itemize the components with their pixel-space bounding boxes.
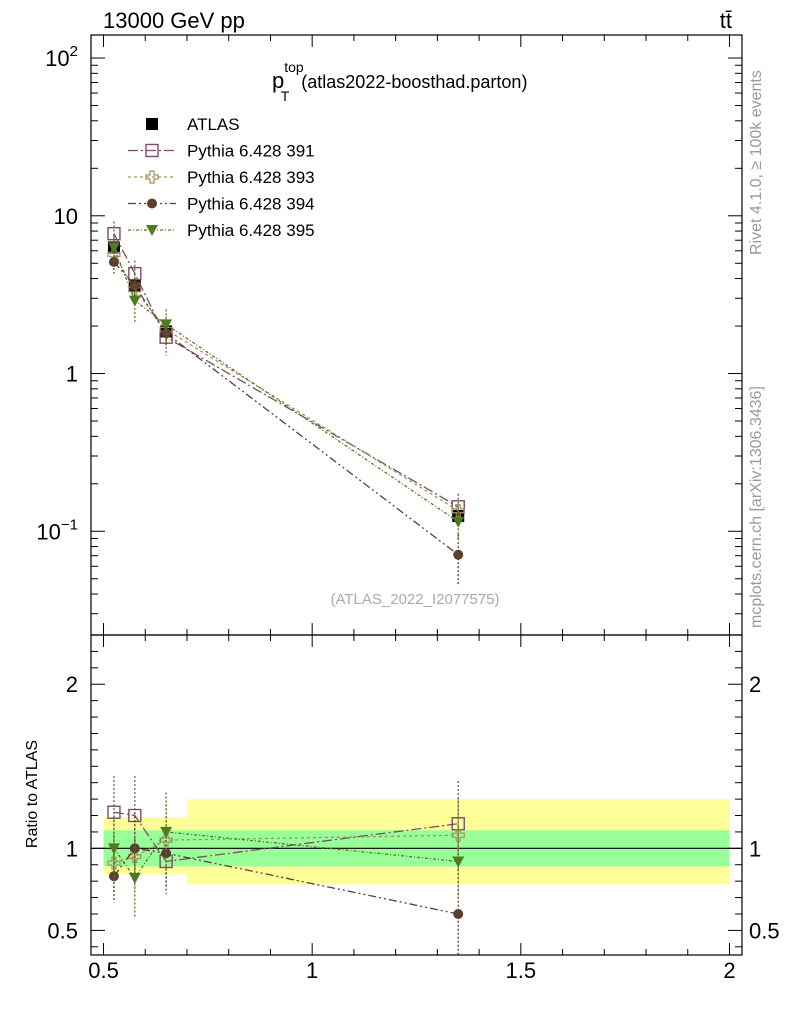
x-tick-label: 2 [723, 958, 735, 983]
legend-marker [145, 170, 159, 184]
y-tick-label-ratio-right: 2 [749, 672, 761, 697]
data-point-ratio [107, 856, 121, 870]
data-point-ratio [451, 828, 465, 842]
legend-label: Pythia 6.428 391 [187, 142, 315, 161]
data-point-ratio [453, 908, 464, 919]
data-point-ratio [452, 856, 465, 868]
title-sub: T [281, 88, 290, 104]
y-tick-label-main: 10−1 [36, 516, 78, 544]
axis-tick-labels: 0.5 1 1.5 2 102 10 1 10−1 2 2 1 1 0.5 0.5 [36, 43, 779, 983]
legend-marker [147, 198, 157, 209]
data-point-ratio [159, 833, 173, 847]
data-point-ratio [128, 849, 142, 864]
y-tick-label-main: 1 [66, 362, 78, 387]
series-4 [107, 235, 465, 918]
mcplots-label: mcplots.cern.ch [arXiv:1306.3436] [748, 386, 765, 628]
data-point-ratio [128, 872, 141, 884]
series-1 [107, 221, 465, 895]
data-point-main [161, 328, 172, 339]
ratio-panel-frame [90, 634, 743, 956]
data-point-ratio [107, 843, 120, 855]
data-point-main [128, 295, 141, 307]
legend-label: Pythia 6.428 395 [187, 221, 315, 240]
axis-ticks [91, 35, 742, 955]
legend-item-2: Pythia 6.428 393 [128, 168, 315, 187]
legend-marker [145, 143, 159, 158]
x-tick-label: 1 [306, 958, 318, 983]
legend-marker [146, 225, 158, 236]
series-line-main [113, 261, 459, 556]
data-point-main [160, 319, 173, 331]
data-point-ratio [160, 826, 173, 838]
data-point-main [108, 256, 119, 267]
legend-marker [146, 118, 158, 130]
x-tick-label: 0.5 [88, 958, 119, 983]
rivet-label: Rivet 4.1.0, ≥ 100k events [748, 70, 765, 255]
series-line-ratio [113, 811, 459, 863]
title-sup: top [284, 59, 304, 75]
chart-title: ptop T (atlas2022-boosthad.parton) [272, 59, 527, 104]
y-tick-label-ratio-right: 0.5 [749, 918, 780, 943]
data-point-main [453, 549, 464, 560]
legend-label: Pythia 6.428 393 [187, 168, 315, 187]
series-line-main [113, 233, 459, 508]
y-tick-label-main: 10 [54, 204, 78, 229]
y-tick-label-ratio-left: 2 [66, 672, 78, 697]
y-tick-label-ratio-left: 0.5 [47, 918, 78, 943]
y-tick-label-ratio-left: 1 [66, 836, 78, 861]
title-main: p [272, 68, 284, 93]
process-label: tt̄ [720, 8, 732, 33]
series-line-ratio [113, 831, 459, 880]
data-point-main [452, 516, 465, 528]
ratio-bands [91, 799, 742, 885]
legend-item-4: Pythia 6.428 395 [128, 221, 315, 240]
data-series [107, 221, 465, 955]
legend-label: Pythia 6.428 394 [187, 195, 315, 214]
series-line-main [113, 253, 459, 512]
y-tick-label-main: 102 [45, 43, 78, 71]
energy-label: 13000 GeV pp [103, 8, 245, 33]
legend-item-0: ATLAS [146, 115, 240, 134]
title-rest: (atlas2022-boosthad.parton) [301, 72, 527, 92]
data-point-ratio [107, 805, 121, 819]
analysis-watermark: (ATLAS_2022_I2077575) [330, 591, 499, 608]
ratio-ylabel: Ratio to ATLAS [24, 740, 41, 848]
legend-item-3: Pythia 6.428 394 [128, 195, 315, 214]
series-line-main [113, 247, 459, 523]
y-tick-label-ratio-right: 1 [749, 836, 761, 861]
x-tick-label: 1.5 [506, 958, 537, 983]
data-point-main [107, 242, 120, 254]
legend-item-1: Pythia 6.428 391 [128, 142, 315, 161]
series-2 [107, 243, 465, 893]
legend-label: ATLAS [187, 115, 240, 134]
legend: ATLAS Pythia 6.428 391 Pythia 6.428 393 Pyt… [128, 115, 315, 240]
